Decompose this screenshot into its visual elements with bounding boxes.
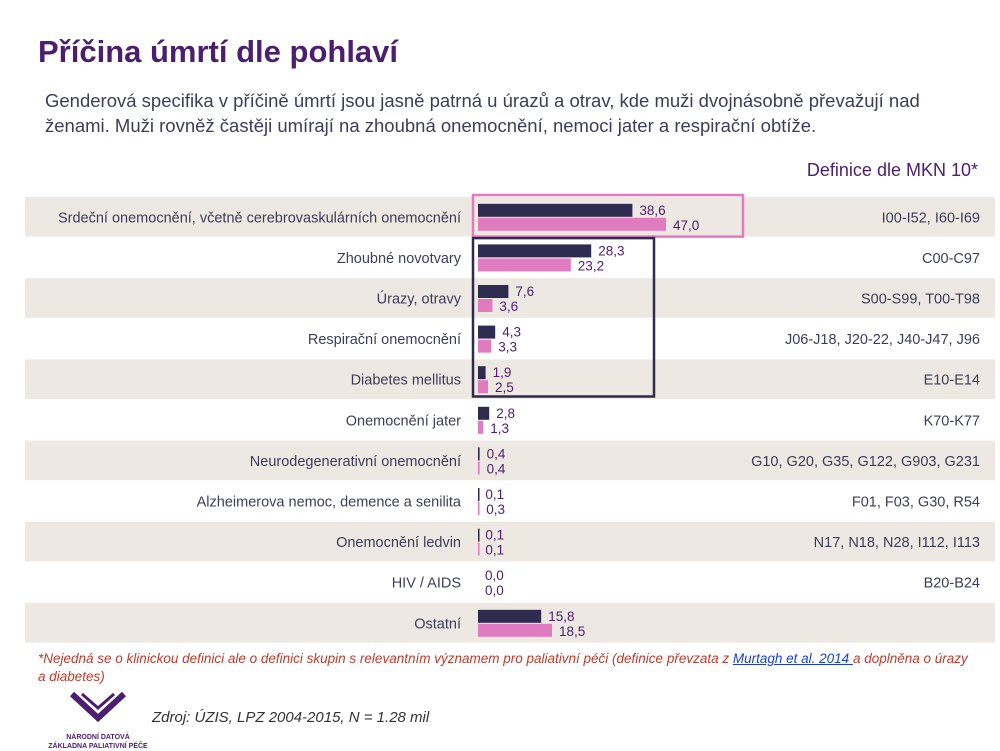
highlight-boxes bbox=[471, 193, 745, 398]
bar-women bbox=[478, 339, 492, 353]
value-label-men: 2,8 bbox=[496, 406, 515, 421]
value-label-men: 0,1 bbox=[485, 528, 504, 543]
category-label: Diabetes mellitus bbox=[351, 373, 461, 389]
value-label-women: 3,3 bbox=[498, 340, 517, 355]
bar-men bbox=[478, 285, 509, 298]
category-label: Onemocnění jater bbox=[346, 413, 461, 429]
definition-code: N17, N18, N28, I112, I113 bbox=[814, 535, 980, 551]
highlight-box-men-dominant bbox=[471, 236, 656, 398]
definition-code: K70-K77 bbox=[924, 413, 980, 429]
value-label-women: 3,6 bbox=[499, 299, 518, 314]
bar-men bbox=[478, 488, 480, 501]
page-subtitle: Genderová specifika v příčině úmrtí jsou… bbox=[45, 90, 920, 136]
highlight-box-cardiac bbox=[471, 193, 745, 238]
page-title: Příčina úmrtí dle pohlaví bbox=[38, 34, 399, 69]
value-label-men: 15,8 bbox=[548, 609, 574, 624]
category-label: Úrazy, otravy bbox=[377, 291, 462, 308]
bar-women bbox=[478, 542, 480, 556]
bar-women bbox=[478, 258, 571, 272]
value-label-women: 0,1 bbox=[485, 543, 504, 558]
bar-women bbox=[478, 420, 484, 434]
value-label-men: 7,6 bbox=[515, 284, 534, 299]
value-label-women: 47,0 bbox=[673, 218, 699, 233]
value-label-men: 0,1 bbox=[485, 487, 504, 502]
value-label-women: 2,5 bbox=[495, 380, 514, 395]
category-label: Ostatní bbox=[414, 616, 461, 632]
bar-men bbox=[478, 406, 490, 420]
value-label-women: 18,5 bbox=[559, 624, 585, 639]
footnote-text: *Nejedná se o klinickou definici ale o d… bbox=[38, 651, 733, 666]
category-label: Alzheimerova nemoc, demence a senilita bbox=[197, 495, 462, 511]
bar-men bbox=[478, 528, 480, 542]
value-label-men: 28,3 bbox=[598, 243, 624, 258]
definition-code: G10, G20, G35, G122, G903, G231 bbox=[751, 454, 980, 470]
source-note: Zdroj: ÚZIS, LPZ 2004-2015, N = 1.28 mil bbox=[152, 709, 430, 726]
row-band bbox=[25, 521, 995, 562]
bar-women bbox=[478, 502, 480, 515]
logo-text-1: NÁRODNÍ DATOVÁ bbox=[66, 734, 130, 741]
definition-header: Definice dle MKN 10* bbox=[806, 160, 978, 180]
logo-chevron-icon bbox=[69, 691, 127, 723]
bar-men bbox=[478, 325, 496, 339]
value-label-women: 0,4 bbox=[487, 461, 506, 476]
value-label-men: 38,6 bbox=[639, 203, 665, 218]
chart-labels: Srdeční onemocnění, včetně cerebrovaskul… bbox=[58, 203, 980, 639]
definition-code: B20-B24 bbox=[924, 576, 980, 592]
footnote-text-end: a doplněna o úrazy a diabetes) bbox=[38, 651, 968, 684]
bar-women bbox=[478, 623, 552, 637]
value-label-men: 0,0 bbox=[485, 568, 504, 583]
definition-code: E10-E14 bbox=[924, 373, 980, 389]
bar-men bbox=[478, 244, 592, 258]
definition-code: C00-C97 bbox=[922, 251, 980, 267]
category-label: Zhoubné novotvary bbox=[337, 251, 462, 267]
bar-men bbox=[478, 366, 486, 380]
definition-code: S00-S99, T00-T98 bbox=[861, 292, 980, 308]
definition-code: J06-J18, J20-22, J40-J47, J96 bbox=[785, 332, 980, 348]
category-label: Onemocnění ledvin bbox=[336, 535, 461, 551]
bar-men bbox=[478, 447, 480, 461]
bar-men bbox=[478, 609, 542, 623]
category-label: HIV / AIDS bbox=[392, 576, 461, 592]
definition-code: F01, F03, G30, R54 bbox=[852, 495, 980, 511]
bar-women bbox=[478, 380, 488, 394]
logo-text-2: ZÁKLADNA PALIATIVNÍ PÉČE bbox=[48, 743, 148, 750]
bar-women bbox=[478, 299, 493, 312]
footnote: *Nejedná se o klinickou definici ale o d… bbox=[38, 650, 968, 686]
row-band bbox=[25, 440, 995, 481]
value-label-men: 4,3 bbox=[502, 325, 521, 340]
value-label-men: 0,4 bbox=[487, 446, 506, 461]
value-label-women: 23,2 bbox=[578, 258, 604, 273]
value-label-women: 1,3 bbox=[490, 421, 509, 436]
bar-women bbox=[478, 217, 666, 231]
category-label: Neurodegenerativní onemocnění bbox=[250, 454, 461, 470]
value-label-men: 1,9 bbox=[493, 365, 512, 380]
footnote-link[interactable]: Murtagh et al. 2014 bbox=[732, 651, 853, 666]
value-label-women: 0,0 bbox=[485, 583, 504, 598]
row-band bbox=[25, 359, 995, 399]
bar-men bbox=[478, 203, 633, 217]
category-label: Srdeční onemocnění, včetně cerebrovaskul… bbox=[58, 210, 461, 226]
bars bbox=[478, 203, 666, 637]
category-label: Respirační onemocnění bbox=[308, 332, 461, 348]
bar-women bbox=[478, 461, 480, 475]
logo: NÁRODNÍ DATOVÁ ZÁKLADNA PALIATIVNÍ PÉČE bbox=[48, 688, 148, 751]
row-band bbox=[25, 278, 995, 318]
value-label-women: 0,3 bbox=[486, 502, 505, 517]
definition-code: I00-I52, I60-I69 bbox=[882, 210, 980, 226]
